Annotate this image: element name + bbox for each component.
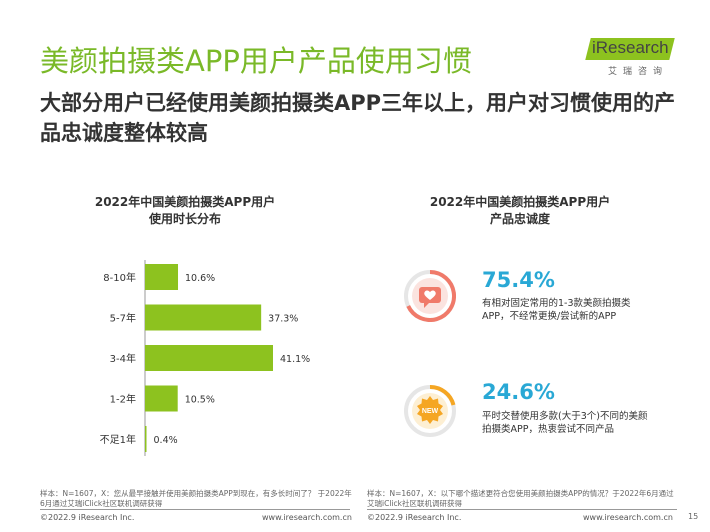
value-label-1: 37.3% <box>268 314 298 325</box>
value-label-0: 10.6% <box>185 273 215 284</box>
logo-subtitle: 艾瑞咨询 <box>608 67 669 77</box>
right-copyright: ©2022.9 iResearch Inc. <box>367 513 462 522</box>
new-badge-icon: NEW <box>404 385 456 437</box>
left-panel-title: 2022年中国美颜拍摄类APP用户 使用时长分布 <box>60 194 310 228</box>
page-title: 美颜拍摄类APP用户产品使用习惯 <box>40 44 472 78</box>
bar-0 <box>145 264 179 290</box>
stat1-description: 有相对固定常用的1-3款美颜拍摄类APP，不经常更换/尝试新的APP <box>482 298 631 322</box>
category-label-4: 不足1年 <box>100 433 136 446</box>
stat2-percent: 24.6% <box>482 380 555 404</box>
heart-chat-icon <box>404 270 456 322</box>
left-panel-title-line2: 使用时长分布 <box>148 212 221 226</box>
category-label-1: 5-7年 <box>110 312 136 325</box>
right-panel-title: 2022年中国美颜拍摄类APP用户 产品忠诚度 <box>390 194 650 228</box>
bar-2 <box>145 345 273 371</box>
category-label-3: 1-2年 <box>110 393 136 406</box>
page-number: 15 <box>688 512 699 521</box>
page-subtitle: 大部分用户已经使用美颜拍摄类APP三年以上，用户对习惯使用的产品忠诚度整体较高 <box>40 91 676 145</box>
left-sample-note: 样本：N=1607，X：您从最早接触并使用美颜拍摄类APP到现在，有多长时间了？… <box>40 489 352 508</box>
new-badge-text: NEW <box>422 408 439 415</box>
left-panel-title-line1: 2022年中国美颜拍摄类APP用户 <box>94 195 276 209</box>
value-label-2: 41.1% <box>280 354 310 365</box>
right-panel-title-line1: 2022年中国美颜拍摄类APP用户 <box>429 195 611 209</box>
right-footer-divider <box>367 509 677 510</box>
right-sample-note: 样本：N=1607，X：以下哪个描述更符合您使用美颜拍摄类APP的情况？于202… <box>367 489 674 508</box>
right-website: www.iresearch.com.cn <box>583 513 673 522</box>
left-website: www.iresearch.com.cn <box>262 513 352 522</box>
left-footer-divider <box>40 509 350 510</box>
iresearch-logo: iResearch 艾瑞咨询 <box>585 36 688 82</box>
value-label-4: 0.4% <box>154 435 178 446</box>
stat1-percent: 75.4% <box>482 268 555 292</box>
category-label-2: 3-4年 <box>110 352 136 365</box>
logo-name: iResearch <box>592 38 669 57</box>
bar-1 <box>145 304 262 331</box>
stat2-description: 平时交替使用多款(大于3个)不同的美颜拍摄类APP，热衷尝试不同产品 <box>482 411 648 435</box>
bar-4 <box>145 426 147 452</box>
left-copyright: ©2022.9 iResearch Inc. <box>40 513 135 522</box>
right-panel-title-line2: 产品忠诚度 <box>489 212 550 226</box>
value-label-3: 10.5% <box>185 395 215 406</box>
category-label-0: 8-10年 <box>103 271 136 284</box>
bar-3 <box>145 385 178 412</box>
